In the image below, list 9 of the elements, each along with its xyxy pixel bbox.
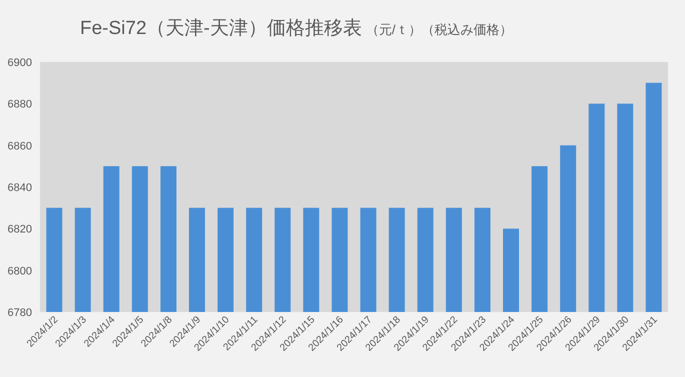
y-tick-label: 6900	[8, 57, 32, 69]
chart-subtitle: （元/ｔ）（税込み価格）	[366, 22, 512, 37]
y-tick-label: 6840	[8, 182, 32, 194]
y-tick-label: 6880	[8, 98, 32, 111]
chart-title: Fe-Si72（天津-天津）価格推移表	[80, 18, 362, 39]
y-tick-label: 6800	[8, 265, 32, 278]
y-tick-label: 6860	[8, 140, 32, 152]
y-tick-label: 6820	[8, 224, 32, 236]
y-tick-label: 6780	[8, 307, 32, 319]
